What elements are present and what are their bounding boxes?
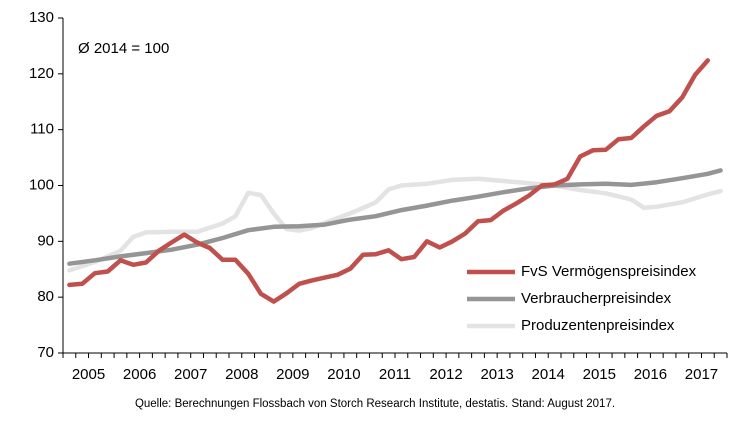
series-line xyxy=(67,58,711,304)
y-tick-label: 110 xyxy=(30,121,54,138)
x-tick-label: 2011 xyxy=(379,366,411,383)
series-line xyxy=(67,176,723,273)
x-tick-label: 2014 xyxy=(532,366,565,383)
y-ticks: 70 80 90 100 110 120 130 xyxy=(29,9,63,361)
y-tick-label: 120 xyxy=(29,65,54,82)
x-tick-label: 2012 xyxy=(429,366,462,383)
x-tick-label: 2007 xyxy=(174,366,207,383)
y-tick-label: 100 xyxy=(29,176,54,193)
x-tick-label: 2010 xyxy=(327,366,360,383)
base-annotation: Ø 2014 = 100 xyxy=(78,40,169,57)
x-tick-label: 2013 xyxy=(480,366,513,383)
legend-label: Produzentenpreisindex xyxy=(521,317,675,334)
y-tick-label: 90 xyxy=(37,232,54,249)
x-ticks: 2005 2006 2007 2008 2009 2010 2011 2012 2013 2014… xyxy=(62,353,728,383)
source-note: Quelle: Berechnungen Flossbach von Storc… xyxy=(134,398,616,410)
x-tick-label: 2016 xyxy=(634,366,667,383)
x-tick-label: 2017 xyxy=(685,366,718,383)
x-tick-label: 2009 xyxy=(276,366,309,383)
x-tick-label: 2015 xyxy=(583,366,616,383)
legend: FvS Vermögenspreisindex Verbraucherpreisi… xyxy=(467,263,697,334)
legend-label: FvS Vermögenspreisindex xyxy=(521,263,697,280)
x-tick-label: 2008 xyxy=(225,366,258,383)
x-tick-label: 2005 xyxy=(72,366,105,383)
x-tick-label: 2006 xyxy=(123,366,156,383)
y-tick-label: 70 xyxy=(37,344,54,361)
series-layer xyxy=(67,58,723,304)
y-tick-label: 80 xyxy=(37,288,54,305)
legend-label: Verbraucherpreisindex xyxy=(521,290,672,307)
y-tick-label: 130 xyxy=(29,9,54,26)
series-line xyxy=(67,168,723,266)
